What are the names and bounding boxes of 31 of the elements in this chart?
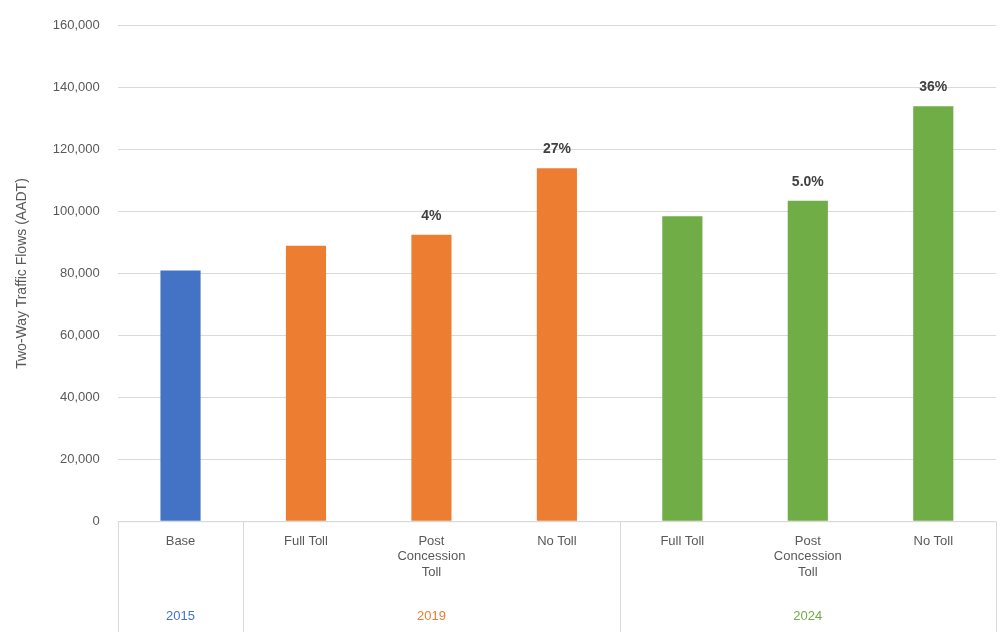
bar <box>536 168 577 521</box>
x-tick-label: No Toll <box>913 532 954 548</box>
annotation: 27% <box>542 140 572 157</box>
annotation: 5.0% <box>791 172 825 189</box>
text: 2015 <box>166 607 195 623</box>
x-tick-label: Base <box>165 532 196 548</box>
y-tick-label: 80,000 <box>60 265 100 281</box>
x-tick-label: No Toll <box>537 532 577 548</box>
y-tick-label: 20,000 <box>60 450 100 466</box>
y-tick-label: 0 <box>92 512 100 528</box>
bar <box>662 216 703 521</box>
y-tick-label: 160,000 <box>52 17 100 33</box>
y-tick-label: 60,000 <box>60 327 100 342</box>
x-tick-label: Full Toll <box>660 532 705 548</box>
annotation: 36% <box>919 78 948 95</box>
y-axis-title: Two-Way Traffic Flows (AADT) <box>13 178 30 369</box>
annotation: 4% <box>421 206 443 223</box>
y-tick-label: 140,000 <box>52 79 100 95</box>
bar <box>787 200 828 521</box>
bar <box>160 270 201 521</box>
x-tick-label: Full Toll <box>284 532 328 548</box>
bar <box>411 234 452 521</box>
text: 2019 <box>416 607 446 623</box>
bar <box>913 106 954 521</box>
x-tick-label: Post Concession Toll <box>773 532 842 579</box>
text: 2024 <box>793 607 823 623</box>
x-tick-label: Post Concession Toll <box>397 532 466 579</box>
y-tick-label: 40,000 <box>60 388 100 404</box>
y-tick-label: 120,000 <box>52 141 100 157</box>
y-tick-label: 100,000 <box>52 203 100 219</box>
bar <box>285 245 327 521</box>
